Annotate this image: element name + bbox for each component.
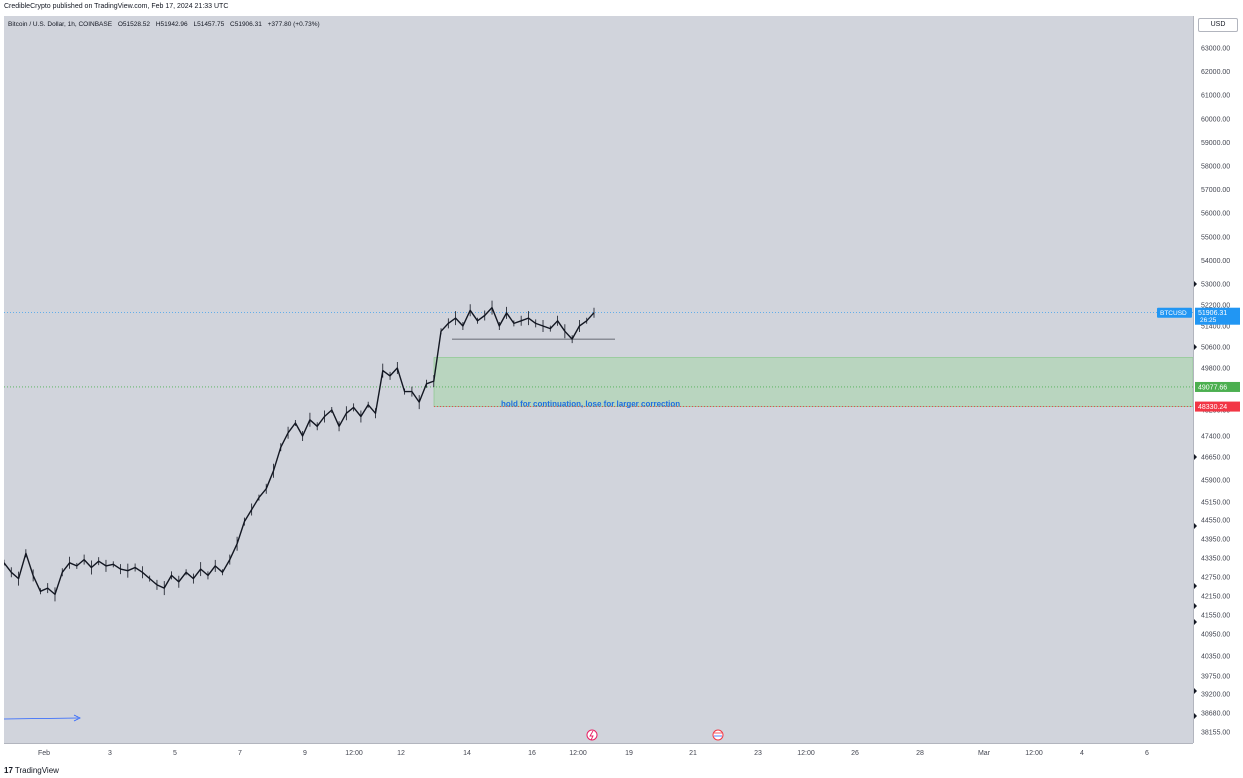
legend-close: C51906.31 [230, 21, 262, 28]
time-tick-label: 14 [463, 750, 471, 757]
scale-marker-icon [1194, 603, 1197, 609]
price-tick-label: 54000.00 [1201, 258, 1230, 265]
price-tick-label: 47400.00 [1201, 434, 1230, 441]
price-tick-label: 58000.00 [1201, 164, 1230, 171]
symbol-legend: Bitcoin / U.S. Dollar, 1h, COINBASE O515… [8, 21, 324, 28]
time-axis-labels: Feb 3 5 7 9 12:00 12 14 16 12:00 19 21 23 12:00 26 28 Ma… [38, 750, 1149, 757]
price-tick-label: 42750.00 [1201, 575, 1230, 582]
price-tick-label: 45900.00 [1201, 478, 1230, 485]
price-series-line [4, 306, 595, 596]
scale-marker-icon [1194, 454, 1197, 460]
time-tick-label: 28 [916, 750, 924, 757]
legend-change: +377.80 (+0.73%) [267, 21, 320, 28]
price-tick-label: 40950.00 [1201, 632, 1230, 639]
time-tick-label: 12 [397, 750, 405, 757]
price-tick-label: 56000.00 [1201, 211, 1230, 218]
legend-open: O51528.52 [117, 21, 151, 28]
price-tick-label: 40350.00 [1201, 654, 1230, 661]
price-tick-label: 61000.00 [1201, 93, 1230, 100]
zone-annotation-text: hold for continuation, lose for larger c… [501, 400, 680, 409]
price-tick-label: 38155.00 [1201, 730, 1230, 737]
price-tick-label: 49800.00 [1201, 366, 1230, 373]
price-tick-label: 42150.00 [1201, 594, 1230, 601]
time-tick-label: 12:00 [345, 750, 363, 757]
price-tick-label: 46650.00 [1201, 455, 1230, 462]
legend-low: L51457.75 [193, 21, 225, 28]
time-tick-label: 12:00 [1025, 750, 1043, 757]
stop-price-label-text: 48330.24 [1198, 404, 1227, 411]
stop-price-label-box [1195, 401, 1240, 412]
price-tick-label: 39200.00 [1201, 692, 1230, 699]
price-tick-label: 39750.00 [1201, 674, 1230, 681]
price-tick-label: 44550.00 [1201, 518, 1230, 525]
hold-zone [433, 357, 1193, 407]
time-tick-label: 12:00 [797, 750, 815, 757]
price-tick-label: 45150.00 [1201, 500, 1230, 507]
price-scale[interactable]: USD 63000.00 62000.00 61000.00 60000.00 5900… [1193, 16, 1243, 743]
currency-button[interactable]: USD [1198, 18, 1238, 32]
time-tick-label: 19 [625, 750, 633, 757]
time-tick-label: 7 [238, 750, 242, 757]
symbol-description: Bitcoin / U.S. Dollar, 1h, COINBASE [8, 21, 113, 28]
support-price-label-box [1195, 381, 1240, 392]
price-tick-label: 38680.00 [1201, 711, 1230, 718]
price-tick-label: 53000.00 [1201, 282, 1230, 289]
flash-bolt-icon [589, 730, 594, 741]
time-tick-label: 5 [173, 750, 177, 757]
us-flag-event-icon [712, 729, 724, 741]
scale-marker-icon [1194, 688, 1197, 694]
logo-text: TradingView [14, 766, 59, 775]
time-axis[interactable]: Feb 3 5 7 9 12:00 12 14 16 12:00 19 21 23 12:00 26 28 Ma… [4, 743, 1193, 763]
time-tick-label: Mar [978, 750, 991, 757]
scale-marker-icon [1194, 583, 1197, 589]
time-tick-label: 3 [108, 750, 112, 757]
price-tick-label: 51400.00 [1201, 324, 1230, 331]
price-tick-label: 62000.00 [1201, 69, 1230, 76]
price-tick-label: 63000.00 [1201, 46, 1230, 53]
scale-marker-icon [1194, 281, 1197, 287]
support-price-label-text: 49077.66 [1198, 384, 1227, 391]
time-tick-label: 9 [303, 750, 307, 757]
scale-marker-icon [1194, 713, 1197, 719]
current-price-label-box [1195, 307, 1240, 325]
price-tick-label: 55000.00 [1201, 234, 1230, 241]
scale-marker-icon [1194, 619, 1197, 625]
price-chart[interactable]: hold for continuation, lose for larger c… [4, 16, 1193, 743]
scale-marker-icon [1194, 344, 1197, 350]
time-tick-label: 6 [1145, 750, 1149, 757]
current-price-label-text: 51906.31 [1198, 310, 1227, 317]
price-scale-labels: 63000.00 62000.00 61000.00 60000.00 59000.00… [1194, 46, 1240, 737]
time-tick-label: 23 [754, 750, 762, 757]
current-price-label-countdown: 26:25 [1200, 317, 1217, 324]
time-tick-label: 26 [851, 750, 859, 757]
chart-pane[interactable]: hold for continuation, lose for larger c… [4, 16, 1193, 743]
time-tick-label: Feb [38, 750, 50, 757]
price-tick-label: 52200.00 [1201, 303, 1230, 310]
time-tick-label: 21 [689, 750, 697, 757]
logo-mark-icon: 17 [4, 766, 13, 775]
price-tick-label: 50600.00 [1201, 345, 1230, 352]
arrow-line [4, 717, 79, 720]
legend-high: H51942.96 [155, 21, 188, 28]
scale-marker-icon [1194, 523, 1197, 529]
time-tick-label: 12:00 [569, 750, 587, 757]
publish-info: CredibleCrypto published on TradingView.… [4, 3, 229, 10]
arrow-head-icon [73, 714, 81, 722]
price-tick-label: 59000.00 [1201, 140, 1230, 147]
time-tick-label: 16 [528, 750, 536, 757]
price-tick-label: 60000.00 [1201, 116, 1230, 123]
flash-event-icon [586, 729, 598, 741]
price-tick-label: 57000.00 [1201, 187, 1230, 194]
price-tick-label: 43950.00 [1201, 537, 1230, 544]
tradingview-logo[interactable]: 17 TradingView [4, 766, 59, 775]
price-tick-label: 41550.00 [1201, 613, 1230, 620]
time-tick-label: 4 [1080, 750, 1084, 757]
price-tick-label: 43350.00 [1201, 556, 1230, 563]
